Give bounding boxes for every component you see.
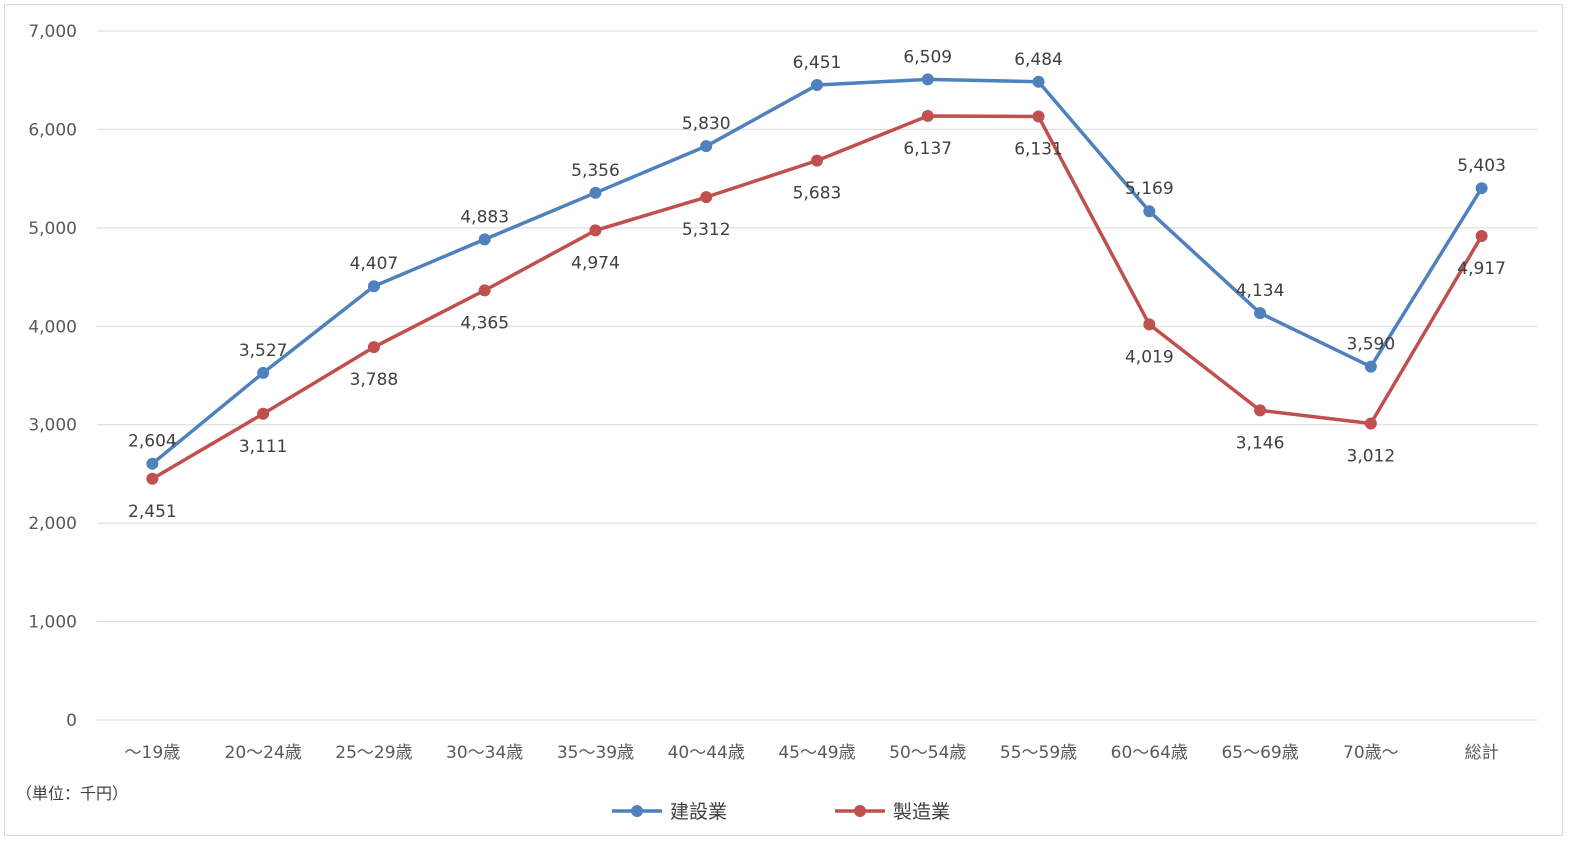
y-tick-label: 5,000 bbox=[28, 219, 77, 239]
data-point-1 bbox=[367, 341, 380, 354]
x-tick-label: 40～44歳 bbox=[668, 743, 745, 763]
x-tick-label: 55～59歳 bbox=[1000, 743, 1077, 763]
data-label-1: 4,365 bbox=[460, 313, 509, 333]
data-label-1: 3,788 bbox=[350, 370, 399, 390]
data-point-1 bbox=[921, 109, 934, 122]
x-tick-label: 70歳～ bbox=[1343, 743, 1399, 763]
data-point-1 bbox=[257, 407, 270, 420]
data-point-0 bbox=[1254, 307, 1267, 320]
x-tick-label: 50～54歳 bbox=[889, 743, 966, 763]
data-label-0: 5,403 bbox=[1457, 156, 1506, 176]
data-label-0: 5,830 bbox=[682, 114, 731, 134]
x-axis-tick-labels: ～19歳 20～24歳 25～29歳 30～34歳 35～39歳 40～44歳 45～49歳… bbox=[125, 743, 1499, 763]
data-point-0 bbox=[700, 140, 713, 153]
x-tick-label: ～19歳 bbox=[125, 743, 181, 763]
legend: 建設業 製造業 bbox=[612, 801, 950, 823]
data-label-0: 4,134 bbox=[1236, 281, 1285, 301]
data-label-1: 4,917 bbox=[1457, 259, 1506, 279]
data-label-1: 4,974 bbox=[571, 253, 620, 273]
data-label-0: 6,509 bbox=[903, 47, 952, 67]
data-point-0 bbox=[1475, 182, 1488, 195]
x-tick-label: 35～39歳 bbox=[557, 743, 634, 763]
data-point-0 bbox=[811, 79, 823, 92]
x-tick-label: 25～29歳 bbox=[335, 743, 412, 763]
y-tick-label: 6,000 bbox=[28, 120, 77, 140]
y-tick-label: 1,000 bbox=[28, 613, 77, 633]
y-tick-label: 2,000 bbox=[28, 514, 77, 534]
legend-label-1: 製造業 bbox=[893, 801, 950, 823]
line-chart: 0 1,000 2,000 3,000 4,000 5,000 6,000 7,000 ～19… bbox=[28, 22, 1537, 823]
data-label-1: 6,137 bbox=[903, 139, 952, 159]
data-point-1 bbox=[1254, 404, 1267, 417]
y-tick-label: 7,000 bbox=[28, 22, 77, 42]
data-label-0: 2,604 bbox=[128, 432, 177, 452]
data-point-0 bbox=[1364, 360, 1377, 373]
x-tick-label: 30～34歳 bbox=[446, 743, 523, 763]
data-point-1 bbox=[811, 154, 823, 167]
y-tick-label: 0 bbox=[66, 711, 77, 731]
data-label-0: 4,883 bbox=[460, 207, 509, 227]
data-point-0 bbox=[1143, 205, 1156, 218]
data-label-1: 5,312 bbox=[682, 220, 731, 240]
x-tick-label: 20～24歳 bbox=[225, 743, 302, 763]
data-label-1: 3,146 bbox=[1236, 433, 1285, 453]
data-label-1: 3,012 bbox=[1347, 447, 1396, 467]
data-point-1 bbox=[700, 191, 713, 204]
chart-frame: 0 1,000 2,000 3,000 4,000 5,000 6,000 7,000 ～19… bbox=[4, 4, 1563, 836]
data-labels: 2,604 2,451 3,527 3,111 4,407 3,788 4,883 4,365… bbox=[128, 47, 1506, 521]
data-label-1: 2,451 bbox=[128, 502, 177, 522]
data-point-1 bbox=[1032, 110, 1045, 123]
data-label-0: 5,356 bbox=[571, 161, 620, 181]
data-point-1 bbox=[478, 284, 491, 297]
data-point-0 bbox=[1032, 75, 1045, 88]
data-label-0: 6,451 bbox=[793, 53, 842, 73]
data-point-0 bbox=[478, 233, 491, 246]
x-tick-label: 65～69歳 bbox=[1221, 743, 1298, 763]
x-tick-label: 総計 bbox=[1465, 743, 1499, 763]
data-label-1: 6,131 bbox=[1014, 140, 1063, 160]
y-tick-label: 3,000 bbox=[28, 416, 77, 436]
y-axis-tick-labels: 0 1,000 2,000 3,000 4,000 5,000 6,000 7,000 bbox=[28, 22, 77, 731]
data-label-1: 3,111 bbox=[239, 437, 288, 457]
data-point-0 bbox=[589, 186, 602, 199]
data-point-0 bbox=[257, 366, 270, 379]
x-tick-label: 60～64歳 bbox=[1111, 743, 1188, 763]
legend-label-0: 建設業 bbox=[670, 801, 727, 823]
legend-marker-1 bbox=[854, 805, 866, 817]
data-point-1 bbox=[589, 224, 602, 237]
y-tick-label: 4,000 bbox=[28, 317, 77, 337]
data-point-1 bbox=[1143, 318, 1156, 331]
data-point-1 bbox=[146, 472, 159, 485]
x-tick-label: 45～49歳 bbox=[778, 743, 855, 763]
data-point-1 bbox=[1475, 230, 1488, 243]
data-label-0: 5,169 bbox=[1125, 179, 1174, 199]
data-label-0: 3,527 bbox=[239, 341, 288, 361]
data-label-0: 6,484 bbox=[1014, 50, 1063, 70]
legend-marker-0 bbox=[631, 805, 643, 817]
data-point-0 bbox=[146, 457, 159, 470]
unit-note: （単位：千円） bbox=[16, 784, 129, 803]
data-label-1: 5,683 bbox=[793, 184, 842, 204]
data-point-0 bbox=[921, 73, 934, 86]
data-label-0: 4,407 bbox=[350, 254, 399, 274]
data-label-1: 4,019 bbox=[1125, 347, 1174, 367]
data-label-0: 3,590 bbox=[1347, 335, 1396, 355]
data-point-1 bbox=[1364, 417, 1377, 430]
gridlines bbox=[97, 30, 1537, 721]
series-lines bbox=[146, 73, 1488, 485]
data-point-0 bbox=[367, 280, 380, 293]
